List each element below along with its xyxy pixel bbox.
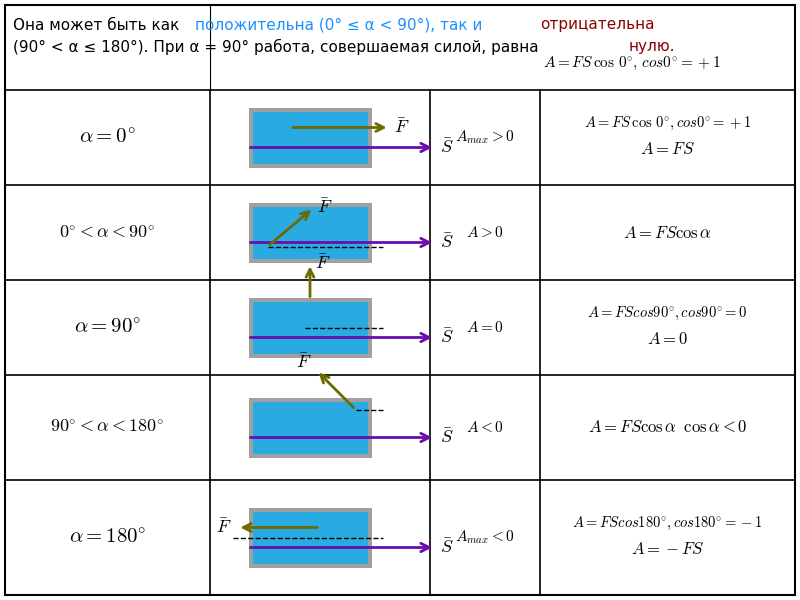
Bar: [249, 107, 371, 167]
Text: $\bar{S}$: $\bar{S}$: [440, 233, 454, 252]
Text: $0^{\circ} < \alpha < 90^{\circ}$: $0^{\circ} < \alpha < 90^{\circ}$: [59, 223, 155, 241]
Text: $\bar{S}$: $\bar{S}$: [440, 328, 454, 347]
Text: $A = FS$: $A = FS$: [640, 140, 695, 158]
Text: $A = FS\cos\alpha$: $A = FS\cos\alpha$: [623, 223, 712, 241]
Text: $A < 0$: $A < 0$: [466, 420, 504, 435]
Text: Она может быть как: Она может быть как: [13, 17, 184, 32]
Bar: [253, 511, 367, 563]
Bar: [253, 301, 367, 353]
Text: $A = FScos180^{\circ}, cos180^{\circ} = -1$: $A = FScos180^{\circ}, cos180^{\circ} = …: [572, 515, 763, 532]
Text: $\bar{F}$: $\bar{F}$: [215, 518, 231, 537]
Text: (90° < α ≤ 180°). При α = 90° работа, совершаемая силой, равна: (90° < α ≤ 180°). При α = 90° работа, со…: [13, 39, 543, 55]
Text: $A = FS\,\cos\,0^{\circ},\,cos0^{\circ} = +1$: $A = FS\,\cos\,0^{\circ},\,cos0^{\circ} …: [543, 55, 721, 71]
Text: $\bar{S}$: $\bar{S}$: [440, 428, 454, 447]
Text: $A = 0$: $A = 0$: [647, 331, 688, 349]
Text: $\bar{S}$: $\bar{S}$: [440, 138, 454, 157]
Text: $A = 0$: $A = 0$: [466, 320, 504, 335]
Text: $\alpha = 180^{\circ}$: $\alpha = 180^{\circ}$: [69, 527, 146, 547]
Text: $90^{\circ} < \alpha < 180^{\circ}$: $90^{\circ} < \alpha < 180^{\circ}$: [50, 419, 165, 437]
Bar: [249, 508, 371, 568]
Text: $A = FS\,\cos\,0^{\circ}, cos0^{\circ} = +1$: $A = FS\,\cos\,0^{\circ}, cos0^{\circ} =…: [584, 115, 751, 132]
Text: $\bar{S}$: $\bar{S}$: [440, 538, 454, 557]
Text: $A > 0$: $A > 0$: [466, 225, 504, 240]
Text: отрицательна: отрицательна: [540, 17, 654, 32]
Text: $A = FScos90^{\circ}, cos90^{\circ} = 0$: $A = FScos90^{\circ}, cos90^{\circ} = 0$: [587, 305, 748, 322]
Bar: [249, 202, 371, 263]
Text: $\bar{F}$: $\bar{F}$: [318, 199, 333, 217]
Text: $\bar{F}$: $\bar{F}$: [315, 254, 330, 273]
Text: $A = -FS$: $A = -FS$: [630, 541, 704, 559]
Text: нулю.: нулю.: [629, 40, 675, 55]
Bar: [253, 401, 367, 454]
Text: $A_{max} < 0$: $A_{max} < 0$: [455, 529, 515, 546]
Text: $\bar{F}$: $\bar{F}$: [296, 353, 312, 372]
Text: $\alpha = 0^{\circ}$: $\alpha = 0^{\circ}$: [79, 127, 136, 148]
Text: $A = FS\cos\alpha\;\;\cos\alpha < 0$: $A = FS\cos\alpha\;\;\cos\alpha < 0$: [588, 419, 747, 437]
Text: $A_{max} > 0$: $A_{max} > 0$: [455, 129, 515, 146]
Bar: [249, 298, 371, 358]
Text: $\bar{F}$: $\bar{F}$: [394, 118, 409, 137]
Text: $\alpha = 90^{\circ}$: $\alpha = 90^{\circ}$: [74, 317, 141, 337]
Bar: [253, 112, 367, 163]
Text: положительна (0° ≤ α < 90°), так и: положительна (0° ≤ α < 90°), так и: [195, 17, 487, 32]
Bar: [253, 206, 367, 259]
Bar: [249, 397, 371, 457]
